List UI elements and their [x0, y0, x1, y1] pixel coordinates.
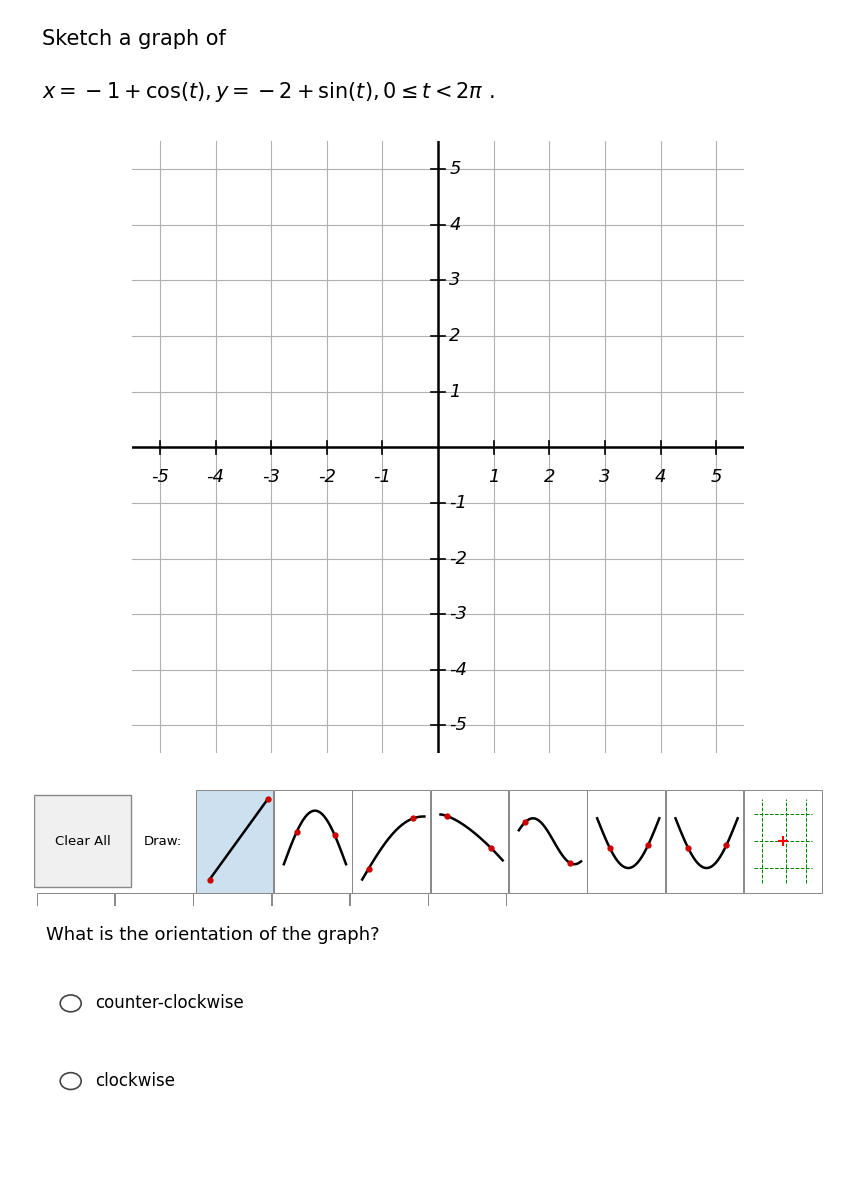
Text: -5: -5	[449, 717, 467, 734]
FancyBboxPatch shape	[274, 790, 351, 892]
Text: -1: -1	[374, 468, 392, 486]
Text: 3: 3	[600, 468, 611, 486]
Text: 5: 5	[710, 468, 722, 486]
Text: counter-clockwise: counter-clockwise	[94, 995, 244, 1012]
FancyBboxPatch shape	[115, 893, 192, 996]
Text: -1: -1	[449, 494, 467, 512]
Text: 4: 4	[449, 215, 460, 234]
FancyBboxPatch shape	[352, 790, 430, 892]
FancyBboxPatch shape	[588, 790, 665, 892]
Text: clockwise: clockwise	[94, 1072, 175, 1090]
Text: -2: -2	[318, 468, 336, 486]
Text: 5: 5	[449, 160, 460, 178]
Text: -3: -3	[449, 605, 467, 623]
Text: $x = -1 + \cos(t), y = -2 + \sin(t), 0 \leq t < 2\pi\ .$: $x = -1 + \cos(t), y = -2 + \sin(t), 0 \…	[42, 80, 495, 104]
FancyBboxPatch shape	[744, 790, 821, 892]
FancyBboxPatch shape	[271, 893, 350, 996]
FancyBboxPatch shape	[196, 790, 273, 892]
FancyBboxPatch shape	[193, 893, 271, 996]
Text: 4: 4	[655, 468, 667, 486]
FancyBboxPatch shape	[509, 790, 587, 892]
Text: -4: -4	[449, 660, 467, 679]
Text: What is the orientation of the graph?: What is the orientation of the graph?	[46, 925, 380, 944]
Text: -5: -5	[151, 468, 169, 486]
Text: -3: -3	[262, 468, 280, 486]
FancyBboxPatch shape	[666, 790, 743, 892]
FancyBboxPatch shape	[34, 796, 131, 887]
Text: 1: 1	[488, 468, 499, 486]
Text: -2: -2	[449, 550, 467, 567]
Text: 2: 2	[544, 468, 555, 486]
Text: 1: 1	[449, 383, 460, 400]
Text: Draw:: Draw:	[143, 834, 181, 847]
Text: -4: -4	[206, 468, 224, 486]
FancyBboxPatch shape	[431, 790, 509, 892]
FancyBboxPatch shape	[429, 893, 506, 996]
Text: Sketch a graph of: Sketch a graph of	[42, 29, 226, 49]
FancyBboxPatch shape	[350, 893, 428, 996]
FancyBboxPatch shape	[37, 893, 114, 996]
Text: 3: 3	[449, 272, 460, 290]
Text: 2: 2	[449, 327, 460, 345]
Text: Clear All: Clear All	[55, 834, 111, 847]
